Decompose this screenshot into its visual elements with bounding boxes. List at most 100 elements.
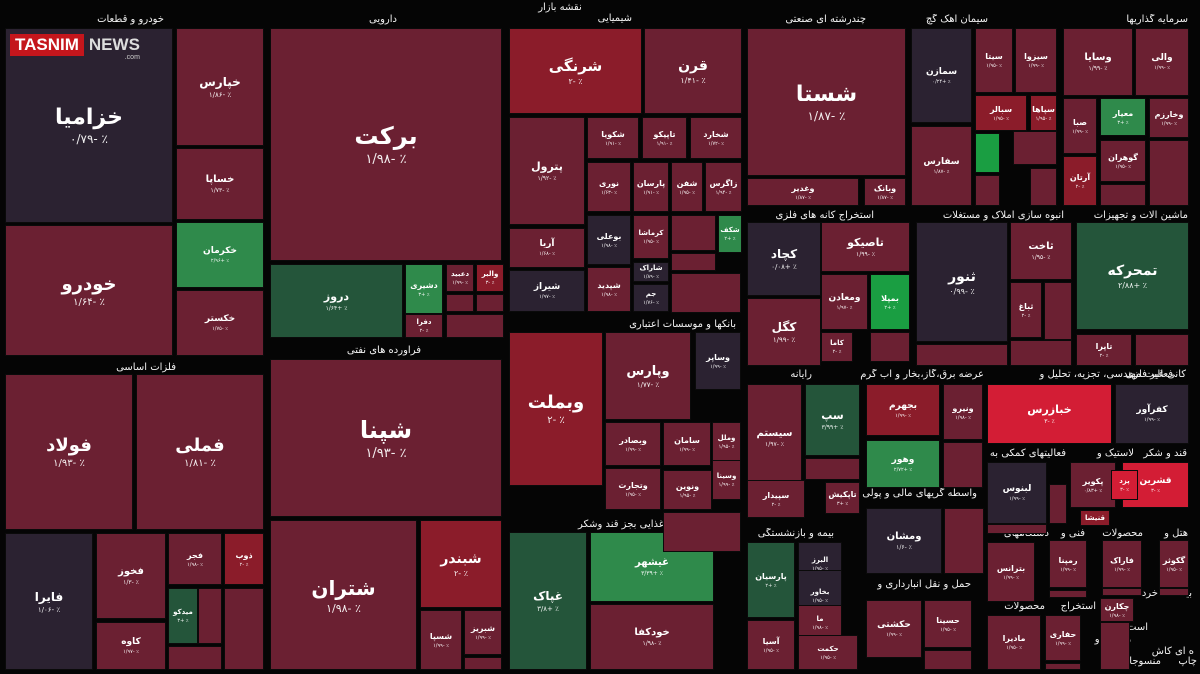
treemap-tile[interactable]: شاراک ٪ -۱/۸۹ — [633, 262, 669, 282]
treemap-minor-tile[interactable] — [1010, 340, 1072, 366]
treemap-tile[interactable]: وملل ٪ -۱/۹۵ — [712, 422, 741, 462]
treemap-tile[interactable]: خپارس ٪ -۱/۸۶ — [176, 28, 264, 146]
treemap-tile[interactable]: کاما ٪ -۲ — [821, 332, 853, 362]
treemap-tile[interactable]: آریا ٪ -۱/۶۸ — [509, 228, 585, 268]
treemap-minor-tile[interactable] — [476, 294, 504, 312]
treemap-tile[interactable]: زاگرس ٪ -۱/۹۴ — [705, 162, 742, 212]
treemap-minor-tile[interactable] — [1149, 140, 1189, 206]
treemap-tile[interactable]: خکرمان ٪ +۲/۹۶ — [176, 222, 264, 288]
treemap-tile[interactable]: شپنا ٪ -۱/۹۳ — [270, 359, 502, 517]
treemap-tile[interactable]: برکت ٪ -۱/۹۸ — [270, 28, 502, 261]
treemap-tile[interactable]: ونوین ٪ -۱/۹۵ — [663, 470, 712, 510]
treemap-tile[interactable]: ومعادن ٪ -۱/۹۷ — [821, 274, 868, 330]
treemap-tile[interactable]: شستا ٪ -۱/۸۷ — [747, 28, 906, 176]
treemap-tile[interactable]: چکارن ٪ -۱/۹۸ — [1100, 598, 1134, 622]
treemap-tile[interactable]: شپدید ٪ -۱/۹۸ — [587, 267, 631, 312]
treemap-tile[interactable]: فجر ٪ -۱/۹۸ — [168, 533, 222, 585]
treemap-tile[interactable]: فملی ٪ -۱/۸۱ — [136, 374, 264, 530]
treemap-tile[interactable]: دشیری ٪ +۳ — [405, 264, 443, 314]
treemap-tile[interactable]: شرنگی ٪ -۲ — [509, 28, 642, 114]
treemap-tile[interactable]: والی ٪ -۱/۹۹ — [1135, 28, 1189, 96]
treemap-tile[interactable]: ونیرو ٪ -۱/۹۸ — [943, 384, 983, 440]
treemap-tile[interactable]: بوعلی ٪ -۱/۹۸ — [587, 215, 631, 265]
treemap-tile[interactable]: سامان ٪ -۱/۹۹ — [663, 422, 711, 466]
treemap-tile[interactable]: ثاخت ٪ -۱/۹۵ — [1010, 222, 1072, 280]
treemap-tile[interactable]: ثباغ ٪ -۲ — [1010, 282, 1042, 338]
treemap-minor-tile[interactable] — [671, 253, 716, 271]
treemap-tile[interactable]: پترول ٪ -۱/۹۲ — [509, 117, 585, 225]
treemap-tile[interactable]: مادیرا ٪ -۱/۹۵ — [987, 615, 1041, 670]
treemap-minor-tile[interactable] — [943, 442, 983, 488]
treemap-tile[interactable]: شکویا ٪ -۱/۹۱ — [587, 117, 639, 159]
treemap-minor-tile[interactable] — [464, 657, 502, 670]
treemap-tile[interactable]: حفاری ٪ -۱/۹۹ — [1045, 615, 1081, 661]
treemap-tile[interactable]: تاپرا ٪ -۲ — [1076, 334, 1132, 366]
treemap-tile[interactable]: وخارزم ٪ -۱/۹۹ — [1149, 98, 1189, 138]
treemap-minor-tile[interactable] — [975, 133, 1000, 173]
treemap-tile[interactable]: شیراز ٪ -۱/۹۷ — [509, 270, 585, 312]
treemap-tile[interactable]: تمحرکه ٪ +۲/۸۸ — [1076, 222, 1189, 330]
treemap-minor-tile[interactable] — [987, 524, 1047, 534]
treemap-minor-tile[interactable] — [224, 588, 264, 670]
treemap-tile[interactable]: شخارد ٪ -۱/۷۲ — [690, 117, 742, 159]
treemap-tile[interactable]: خزامیا ٪ -۰/۷۹ — [5, 28, 173, 223]
treemap-minor-tile[interactable] — [870, 332, 910, 362]
treemap-tile[interactable]: قرن ٪ -۱/۴۱ — [644, 28, 742, 114]
treemap-minor-tile[interactable] — [944, 508, 984, 574]
treemap-tile[interactable]: آسیا ٪ -۱/۹۵ — [747, 620, 795, 670]
treemap-tile[interactable]: پارسیان ٪ +۲ — [747, 542, 795, 618]
treemap-tile[interactable]: وساپر ٪ -۱/۹۹ — [695, 332, 741, 390]
treemap-tile[interactable]: سیزوا ٪ -۱/۹۹ — [1015, 28, 1057, 93]
treemap-minor-tile[interactable] — [198, 588, 222, 644]
treemap-tile[interactable]: شفن ٪ -۱/۹۵ — [671, 162, 703, 212]
treemap-tile[interactable]: تاپکیش ٪ +۳ — [825, 482, 860, 514]
treemap-tile[interactable]: کگل ٪ -۱/۹۹ — [747, 298, 821, 366]
treemap-minor-tile[interactable] — [663, 512, 741, 552]
treemap-minor-tile[interactable] — [1135, 334, 1189, 366]
treemap-tile[interactable]: وپارس ٪ -۱/۷۷ — [605, 332, 691, 420]
treemap-tile[interactable]: لبنوس ٪ -۱/۹۹ — [987, 462, 1047, 524]
treemap-tile[interactable]: سپ ٪ +۳/۹۹ — [805, 384, 860, 456]
treemap-tile[interactable]: دعبید ٪ -۱/۹۹ — [446, 264, 474, 292]
treemap-tile[interactable]: سیستم ٪ -۱/۹۷ — [747, 384, 802, 492]
treemap-minor-tile[interactable] — [446, 294, 474, 312]
treemap-tile[interactable]: خودرو ٪ -۱/۶۴ — [5, 225, 173, 356]
treemap-tile[interactable]: شبندر ٪ -۲ — [420, 520, 502, 608]
treemap-tile[interactable]: شتران ٪ -۱/۹۸ — [270, 520, 417, 670]
treemap-tile[interactable]: خبازرس ٪ -۳ — [987, 384, 1112, 444]
treemap-minor-tile[interactable] — [1100, 622, 1130, 670]
treemap-tile[interactable]: وبملت ٪ -۲ — [509, 332, 603, 486]
treemap-minor-tile[interactable] — [1030, 168, 1057, 206]
treemap-tile[interactable]: شبریز ٪ -۱/۹۹ — [464, 610, 502, 655]
treemap-tile[interactable]: سفارس ٪ -۱/۸۷ — [911, 126, 972, 206]
treemap-tile[interactable]: وسایا ٪ -۱/۹۹ — [1063, 28, 1133, 96]
treemap-tile[interactable]: وتجارت ٪ -۱/۹۵ — [605, 468, 661, 510]
treemap-tile[interactable]: آرتان ٪ -۲ — [1063, 156, 1097, 206]
treemap-tile[interactable]: بجهرم ٪ -۱/۹۹ — [866, 384, 940, 436]
treemap-tile[interactable]: سبالر ٪ -۱/۹۵ — [975, 95, 1027, 131]
treemap-minor-tile[interactable] — [1049, 590, 1087, 598]
treemap-minor-tile[interactable] — [1100, 184, 1146, 206]
treemap-tile[interactable]: ذوب ٪ -۲ — [224, 533, 264, 585]
treemap-tile[interactable]: شکف ٪ +۲ — [718, 215, 742, 253]
treemap-tile[interactable]: جم ٪ -۱/۷۶ — [633, 284, 669, 312]
treemap-tile[interactable]: خکستر ٪ -۱/۷۵ — [176, 290, 264, 356]
treemap-tile[interactable]: پزد ٪ -۳ — [1111, 470, 1138, 500]
treemap-minor-tile[interactable] — [168, 646, 222, 670]
treemap-tile[interactable]: تاپیکو ٪ -۱/۹۱ — [642, 117, 687, 159]
treemap-tile[interactable]: شسپا ٪ -۱/۹۹ — [420, 610, 462, 670]
treemap-tile[interactable]: فولاد ٪ -۱/۹۳ — [5, 374, 133, 530]
treemap-minor-tile[interactable] — [671, 215, 716, 251]
treemap-tile[interactable]: بمپلا ٪ +۲ — [870, 274, 910, 330]
treemap-minor-tile[interactable] — [1159, 588, 1189, 596]
treemap-tile[interactable]: کاوه ٪ -۱/۹۷ — [96, 622, 166, 670]
treemap-tile[interactable]: ومشان ٪ -۱/۶ — [866, 508, 942, 574]
treemap-tile[interactable]: گوهران ٪ -۱/۹۵ — [1100, 140, 1146, 182]
treemap-minor-tile[interactable] — [1049, 484, 1067, 524]
treemap-tile[interactable]: صبا ٪ -۱/۹۹ — [1063, 98, 1097, 154]
treemap-tile[interactable]: غپاک ٪ +۳/۸ — [509, 532, 587, 670]
treemap-minor-tile[interactable] — [916, 344, 1008, 366]
treemap-minor-tile[interactable] — [924, 650, 972, 670]
treemap-tile[interactable]: حسینا ٪ -۱/۹۵ — [924, 600, 972, 648]
treemap-minor-tile[interactable] — [446, 314, 504, 338]
